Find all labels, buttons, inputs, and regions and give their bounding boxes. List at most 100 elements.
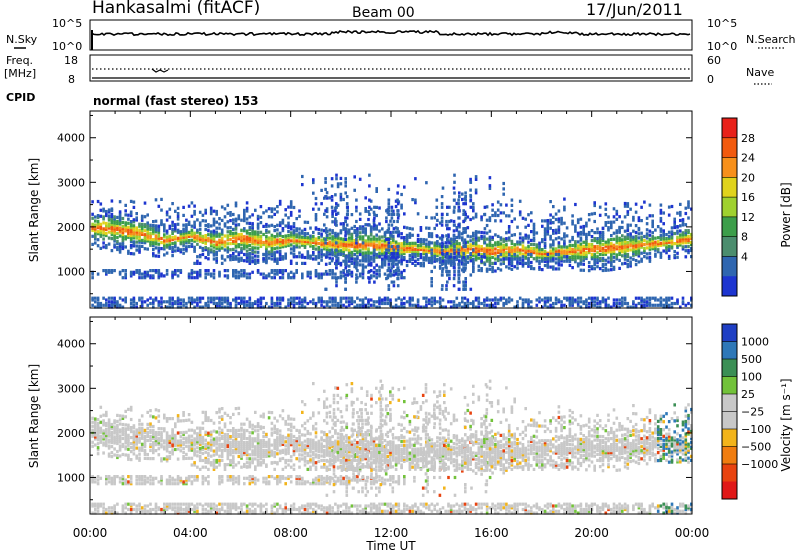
data-cell — [317, 300, 321, 304]
data-cell — [355, 273, 358, 277]
data-cell — [165, 478, 169, 482]
data-cell — [187, 274, 191, 278]
data-cell — [234, 300, 238, 304]
data-cell — [152, 232, 155, 236]
data-cell — [270, 257, 274, 261]
data-cell — [615, 241, 619, 245]
data-cell — [353, 230, 356, 235]
data-cell — [251, 234, 254, 238]
data-cell — [140, 238, 144, 242]
data-cell — [215, 230, 218, 234]
data-cell — [425, 248, 428, 252]
data-cell — [610, 238, 613, 242]
data-cell — [284, 236, 287, 240]
data-cell — [110, 231, 114, 235]
data-cell — [102, 419, 105, 423]
data-cell — [612, 215, 616, 219]
data-cell — [345, 216, 349, 220]
data-cell — [270, 237, 274, 241]
data-cell — [301, 272, 304, 276]
data-cell — [601, 238, 605, 242]
data-cell — [301, 237, 304, 241]
data-cell — [607, 260, 610, 264]
data-cell — [458, 242, 461, 246]
data-cell — [390, 244, 394, 249]
data-cell — [223, 222, 227, 226]
data-cell — [472, 205, 475, 209]
data-cell — [462, 212, 465, 216]
data-cell — [496, 213, 500, 218]
data-cell — [464, 212, 467, 216]
data-cell — [532, 239, 536, 243]
data-cell — [499, 258, 503, 262]
data-cell — [267, 242, 271, 246]
data-cell — [91, 475, 94, 479]
data-cell — [436, 300, 439, 304]
data-cell — [276, 259, 279, 263]
data-cell — [138, 269, 141, 273]
data-cell — [121, 482, 125, 486]
data-cell — [626, 241, 630, 245]
data-cell — [632, 239, 635, 243]
data-cell — [350, 250, 354, 254]
data-cell — [662, 239, 665, 243]
data-cell — [538, 241, 541, 245]
data-cell — [116, 305, 119, 309]
data-cell — [598, 243, 602, 247]
data-cell — [259, 298, 263, 302]
data-cell — [485, 257, 489, 261]
data-cell — [464, 241, 467, 245]
data-cell — [480, 301, 483, 306]
data-cell — [400, 274, 403, 278]
data-cell — [107, 224, 111, 228]
data-cell — [444, 261, 447, 265]
data-cell — [107, 300, 111, 304]
data-cell — [171, 448, 174, 452]
data-cell — [278, 221, 282, 225]
data-cell — [505, 214, 508, 218]
data-cell — [301, 305, 304, 309]
data-cell — [342, 243, 345, 247]
data-cell — [113, 478, 116, 482]
data-cell — [419, 264, 423, 268]
data-cell — [179, 236, 183, 240]
data-cell — [364, 231, 367, 235]
data-cell — [96, 232, 100, 236]
data-cell — [243, 211, 246, 215]
data-cell — [375, 233, 378, 237]
data-cell — [132, 205, 136, 209]
data-cell — [124, 276, 127, 280]
date-title: 17/Jun/2011 — [586, 0, 683, 19]
data-cell — [138, 482, 141, 486]
data-cell — [154, 443, 158, 447]
data-cell — [218, 242, 221, 246]
data-cell — [301, 183, 304, 187]
data-cell — [469, 239, 472, 243]
data-cell — [99, 234, 103, 238]
data-cell — [331, 272, 334, 276]
data-cell — [298, 245, 301, 249]
data-cell — [390, 212, 393, 216]
data-cell — [127, 437, 130, 441]
data-cell — [171, 428, 174, 432]
data-cell — [462, 262, 465, 266]
data-cell — [324, 227, 328, 231]
data-cell — [270, 235, 274, 239]
data-cell — [135, 234, 138, 238]
data-cell — [138, 428, 141, 432]
data-cell — [154, 449, 158, 453]
data-cell — [121, 220, 125, 225]
data-cell — [278, 237, 282, 241]
data-cell — [174, 506, 177, 510]
data-cell — [474, 215, 478, 219]
data-cell — [149, 276, 152, 280]
data-cell — [301, 231, 304, 235]
data-cell — [453, 269, 456, 274]
data-cell — [381, 239, 384, 243]
data-cell — [444, 247, 447, 251]
data-cell — [438, 242, 442, 246]
data-cell — [687, 301, 690, 306]
data-cell — [226, 246, 230, 250]
data-cell — [218, 272, 221, 276]
data-cell — [182, 213, 185, 217]
